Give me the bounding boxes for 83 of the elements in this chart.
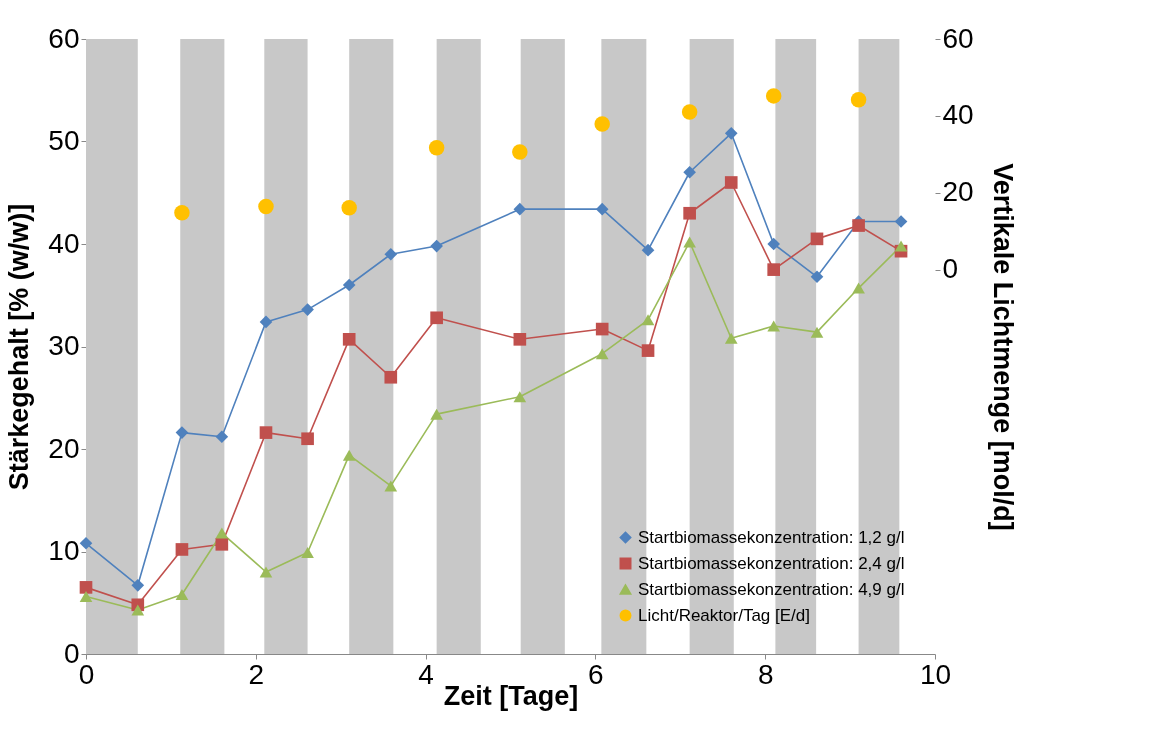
- point: [595, 322, 609, 336]
- point: [641, 243, 655, 257]
- point: [595, 202, 609, 216]
- point: [513, 333, 527, 346]
- legend-label: Startbiomassekonzentration: 4,9 g/l: [638, 579, 905, 599]
- legend-label: Startbiomassekonzentration: 2,4 g/l: [638, 553, 905, 573]
- point: [810, 326, 824, 338]
- point: [852, 282, 865, 294]
- y-tick-label: 40: [48, 227, 80, 259]
- point: [301, 547, 314, 558]
- x-axis-title: Zeit [Tage]: [443, 680, 579, 711]
- point: [79, 591, 93, 603]
- y2-axis-title: Vertikale Lichtmenge [mol/d]: [987, 163, 1018, 531]
- y-tick-label: 30: [48, 330, 80, 361]
- legend-label: Licht/Reaktor/Tag [E/d]: [638, 605, 810, 625]
- point: [810, 270, 824, 284]
- y-tick-label: 50: [48, 125, 80, 156]
- point: [430, 408, 443, 420]
- y2-tick-label: 0: [942, 253, 959, 285]
- point: [767, 320, 781, 332]
- point: [595, 348, 609, 360]
- point: [174, 205, 190, 221]
- point: [384, 480, 398, 492]
- point: [430, 239, 443, 253]
- y-tick-label: 0: [63, 637, 80, 669]
- point: [894, 240, 908, 252]
- point: [301, 303, 314, 316]
- point: [301, 432, 314, 446]
- point: [594, 116, 610, 132]
- point: [384, 247, 398, 261]
- y-tick-label: 20: [48, 432, 80, 464]
- y2-tick-label: 20: [942, 176, 974, 208]
- point: [810, 232, 824, 246]
- point: [683, 206, 696, 220]
- y-tick-label: 60: [48, 22, 80, 54]
- point: [258, 198, 274, 215]
- point: [175, 426, 189, 439]
- point: [175, 543, 189, 556]
- point: [852, 219, 865, 232]
- point: [724, 332, 738, 344]
- point: [384, 370, 398, 384]
- x-tick-label: 4: [418, 658, 434, 690]
- point: [259, 426, 273, 439]
- point: [681, 104, 698, 120]
- point: [765, 88, 782, 104]
- point: [131, 604, 145, 616]
- x-tick-label: 2: [248, 658, 265, 690]
- point: [850, 92, 867, 108]
- point: [79, 581, 93, 594]
- point: [175, 589, 189, 601]
- point: [430, 311, 443, 325]
- point: [767, 237, 781, 251]
- point: [259, 315, 273, 329]
- y-axis-title: Stärkegehalt [% (w/w)]: [4, 203, 35, 491]
- y2-tick-label: 40: [942, 99, 974, 131]
- point: [215, 538, 229, 551]
- point: [215, 527, 229, 539]
- point: [767, 263, 781, 276]
- x-tick-label: 8: [757, 658, 774, 690]
- point: [342, 278, 356, 292]
- y2-tick-label: 60: [942, 22, 974, 54]
- point: [215, 430, 229, 444]
- point: [512, 144, 528, 160]
- x-tick-label: 6: [588, 658, 604, 690]
- legend-label: Startbiomassekonzentration: 1,2 g/l: [638, 527, 905, 547]
- point: [641, 314, 655, 326]
- point: [341, 200, 357, 216]
- point: [641, 344, 655, 357]
- point: [724, 176, 738, 189]
- point: [259, 566, 273, 578]
- x-tick-label: 10: [919, 658, 952, 690]
- point: [513, 202, 527, 216]
- point: [724, 126, 738, 140]
- point: [342, 449, 356, 461]
- point: [894, 215, 908, 228]
- point: [683, 236, 696, 248]
- point: [79, 536, 93, 550]
- point: [683, 165, 696, 179]
- y-tick-label: 10: [48, 535, 80, 566]
- point: [342, 333, 356, 346]
- point: [428, 140, 445, 156]
- point: [131, 579, 145, 592]
- point: [513, 391, 527, 403]
